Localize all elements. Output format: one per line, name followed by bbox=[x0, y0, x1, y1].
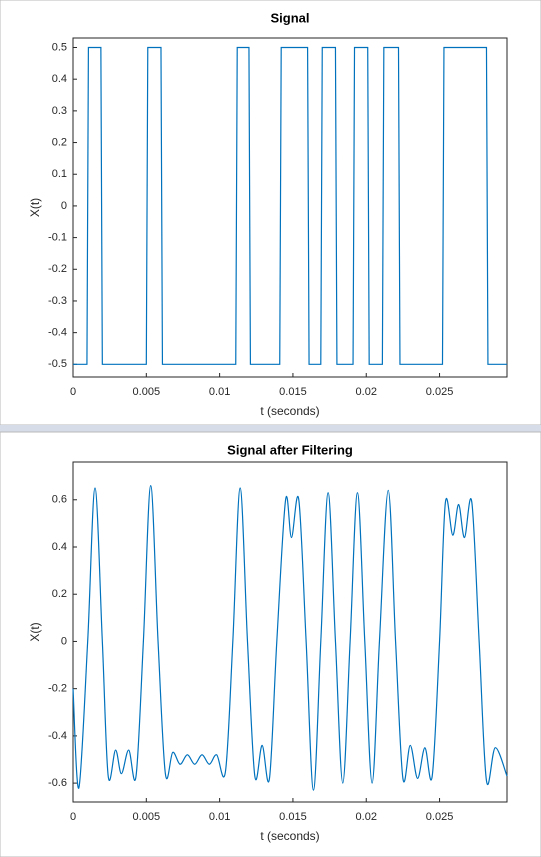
y-axis-label: X(t) bbox=[28, 622, 42, 641]
y-tick-label: 0.3 bbox=[52, 105, 67, 117]
chart-title: Signal bbox=[270, 10, 309, 25]
y-axis-label: X(t) bbox=[28, 198, 42, 217]
x-tick-label: 0.01 bbox=[209, 811, 230, 823]
y-tick-label: -0.5 bbox=[48, 358, 67, 370]
x-tick-label: 0.005 bbox=[133, 386, 161, 398]
y-tick-label: 0 bbox=[61, 200, 67, 212]
signal-line bbox=[73, 46, 507, 365]
y-tick-label: -0.1 bbox=[48, 232, 67, 244]
x-tick-label: 0.015 bbox=[279, 811, 307, 823]
chart-title: Signal after Filtering bbox=[227, 442, 353, 457]
y-tick-label: 0.6 bbox=[52, 494, 67, 506]
signal-line bbox=[72, 485, 508, 791]
y-tick-label: 0.2 bbox=[52, 588, 67, 600]
y-tick-label: -0.2 bbox=[48, 263, 67, 275]
y-tick-label: -0.6 bbox=[48, 777, 67, 789]
y-tick-label: 0.5 bbox=[52, 41, 67, 53]
y-tick-label: 0.4 bbox=[52, 541, 67, 553]
window-gap bbox=[0, 425, 541, 432]
x-tick-label: 0.025 bbox=[426, 811, 454, 823]
x-tick-label: 0.02 bbox=[356, 386, 377, 398]
x-tick-label: 0.01 bbox=[209, 386, 230, 398]
x-tick-label: 0 bbox=[70, 811, 76, 823]
x-axis-label: t (seconds) bbox=[260, 829, 319, 843]
x-tick-label: 0.015 bbox=[279, 386, 307, 398]
x-tick-label: 0.025 bbox=[426, 386, 454, 398]
x-tick-label: 0.005 bbox=[133, 811, 161, 823]
x-axis-label: t (seconds) bbox=[260, 404, 319, 418]
y-tick-label: 0.1 bbox=[52, 168, 67, 180]
y-tick-label: -0.2 bbox=[48, 683, 67, 695]
y-tick-label: 0.2 bbox=[52, 136, 67, 148]
x-tick-label: 0.02 bbox=[356, 811, 377, 823]
y-tick-label: -0.4 bbox=[48, 327, 67, 339]
y-tick-label: 0 bbox=[61, 635, 67, 647]
y-tick-label: 0.4 bbox=[52, 73, 67, 85]
x-tick-label: 0 bbox=[70, 386, 76, 398]
y-tick-label: -0.3 bbox=[48, 295, 67, 307]
y-tick-label: -0.4 bbox=[48, 730, 67, 742]
axes-box bbox=[72, 37, 508, 378]
